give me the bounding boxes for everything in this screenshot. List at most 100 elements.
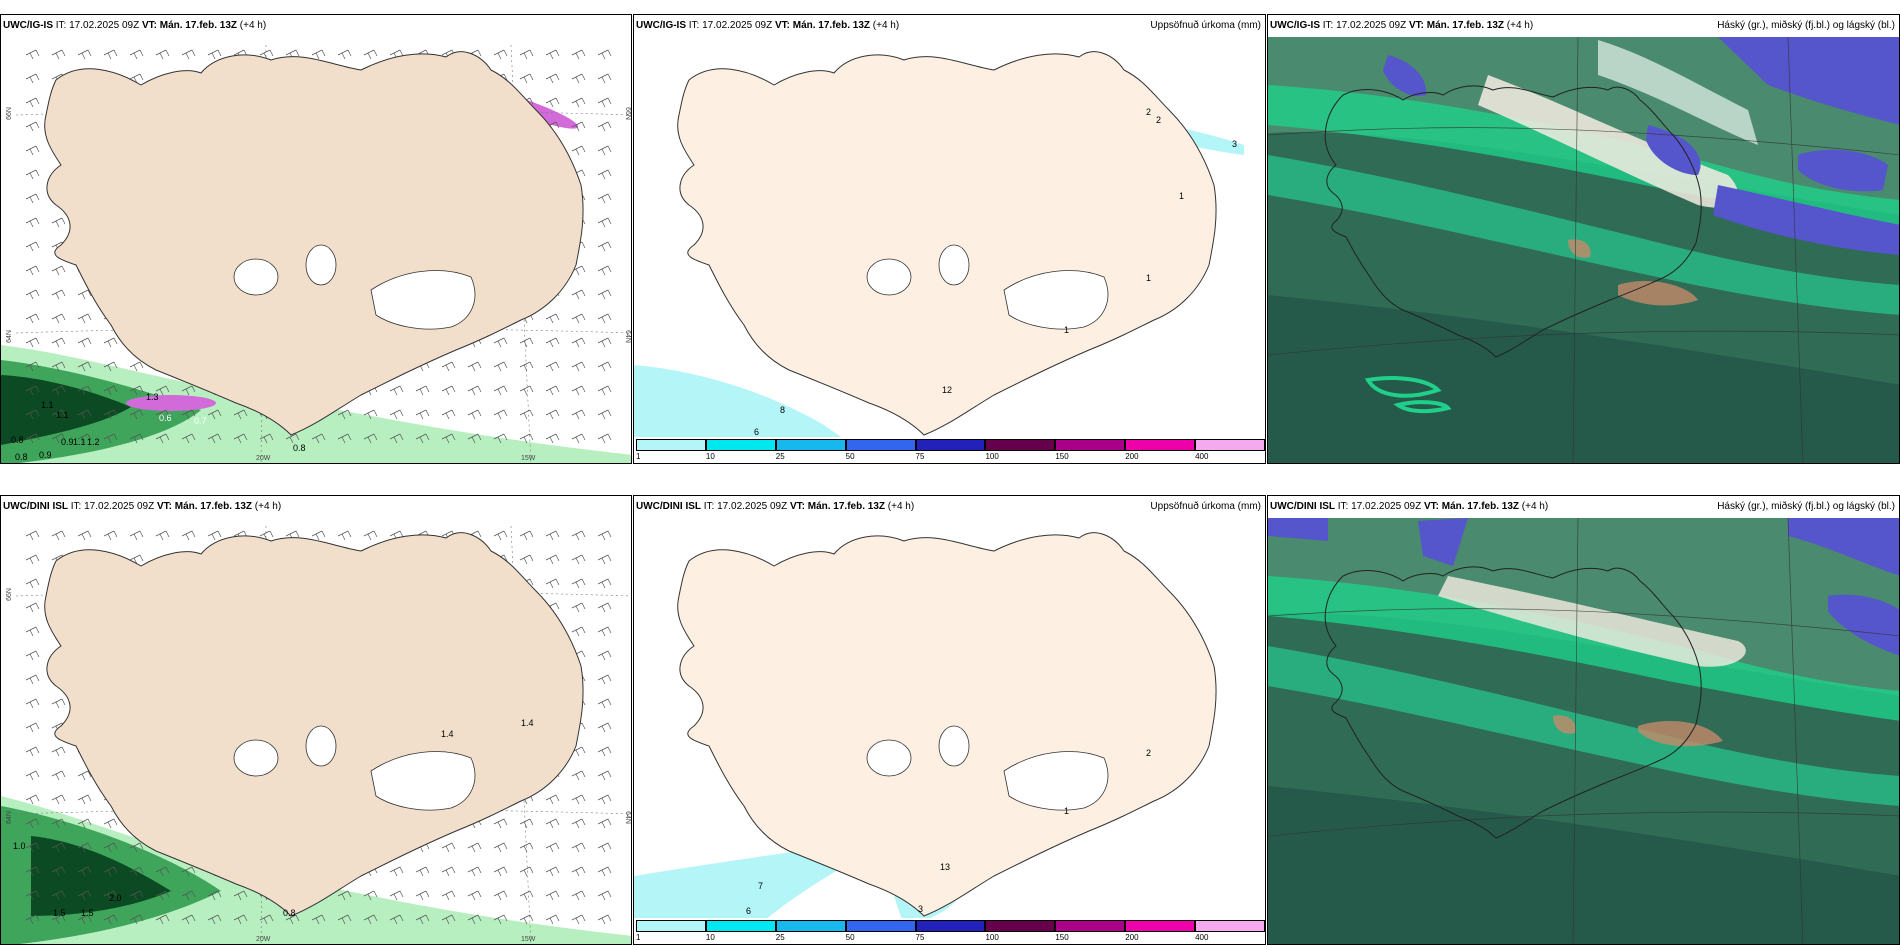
wind-barb: [51, 530, 66, 541]
wind-barb: [597, 433, 612, 444]
wind-barb: [545, 554, 560, 565]
wind-value-label: 1.0: [13, 841, 26, 851]
wind-barb: [51, 914, 66, 925]
wind-barb: [597, 914, 612, 925]
wind-barb: [155, 385, 170, 396]
wind-barb: [77, 890, 92, 901]
wind-barb: [155, 49, 170, 60]
wind-barb: [441, 385, 456, 396]
wind-barb: [597, 121, 612, 132]
wind-barb: [597, 698, 612, 709]
wind-map: [1, 44, 631, 463]
wind-barb: [77, 409, 92, 420]
wind-barb: [493, 433, 508, 444]
wind-barb: [103, 361, 118, 372]
wind-barb: [597, 265, 612, 276]
colorbar-tick: 50: [845, 452, 855, 461]
wind-barb: [441, 409, 456, 420]
wind-barb: [181, 914, 196, 925]
colorbar-swatch: [1195, 920, 1265, 932]
colorbar-tick: 25: [775, 933, 785, 942]
wind-barb: [545, 578, 560, 589]
model-name: UWC/DINI ISL: [3, 501, 68, 512]
colorbar-swatch: [1195, 439, 1265, 451]
wind-barb: [493, 890, 508, 901]
wind-barb: [103, 842, 118, 853]
wind-barb: [25, 145, 40, 156]
wind-barb: [103, 409, 118, 420]
wind-value-label: 1.1: [56, 410, 69, 420]
wind-value-label: 1.5: [53, 908, 66, 918]
wind-barb: [103, 530, 118, 541]
wind-barb: [25, 361, 40, 372]
wind-barb: [25, 626, 40, 637]
wind-barb: [597, 313, 612, 324]
lon-label: 15W: [521, 455, 536, 462]
colorbar-swatch: [985, 920, 1056, 932]
wind-barb: [129, 530, 144, 541]
wind-barb: [207, 530, 222, 541]
colorbar-swatch: [845, 439, 916, 451]
wind-barb: [597, 650, 612, 661]
iceland-land: [677, 532, 1217, 917]
wind-barb: [129, 385, 144, 396]
iceland-outline: [1324, 85, 1702, 358]
vt-label: VT:: [774, 20, 790, 31]
wind-barb: [597, 337, 612, 348]
colorbar-swatch: [985, 439, 1056, 451]
iceland-outline: [1324, 566, 1702, 839]
wind-value-label: 1.2: [87, 437, 100, 447]
wind-value-label: 1.4: [521, 718, 534, 728]
wind-barb: [103, 49, 118, 60]
init-time: 17.02.2025 09Z: [702, 20, 773, 31]
wind-barb: [571, 866, 586, 877]
colorbar-tick: 100: [985, 452, 999, 461]
wind-barb: [25, 121, 40, 132]
precip-value-label: 2: [1146, 748, 1152, 758]
model-name: UWC/IG-IS: [636, 20, 686, 31]
wind-barb: [597, 794, 612, 805]
wind-barb: [415, 385, 430, 396]
precip-area: [634, 846, 864, 921]
precip-value-label: 6: [746, 906, 752, 916]
vt-label: VT:: [1408, 20, 1424, 31]
colorbar-swatch: [1055, 920, 1126, 932]
gust-area: [126, 395, 216, 411]
wind-barb: [155, 866, 170, 877]
valid-time: Mán. 17.feb. 13Z: [792, 20, 870, 31]
wind-barb: [571, 313, 586, 324]
wind-barb: [311, 49, 326, 60]
wind-barb: [25, 97, 40, 108]
wind-value-label: 0.8: [11, 435, 24, 445]
wind-barb: [545, 361, 560, 372]
wind-barb: [51, 746, 66, 757]
colorbar-tick: 75: [915, 933, 925, 942]
panel-dini-wind: UWC/DINI ISL IT: 17.02.2025 09Z VT: Mán.…: [0, 495, 632, 945]
wind-barb: [25, 770, 40, 781]
wind-barb: [51, 385, 66, 396]
wind-barb: [467, 890, 482, 901]
wind-barb: [493, 530, 508, 541]
wind-barb: [337, 49, 352, 60]
wind-barb: [571, 794, 586, 805]
wind-barb: [545, 530, 560, 541]
wind-barb: [207, 914, 222, 925]
wind-barb: [25, 337, 40, 348]
wind-barb: [545, 818, 560, 829]
wind-barb: [337, 409, 352, 420]
init-time: 17.02.2025 09Z: [1336, 20, 1407, 31]
wind-barb: [597, 842, 612, 853]
wind-barb: [571, 890, 586, 901]
wind-barb: [571, 914, 586, 925]
colorbar-swatch: [915, 920, 986, 932]
colorbar-swatch: [1125, 439, 1196, 451]
wind-barb: [103, 337, 118, 348]
wind-barb: [545, 409, 560, 420]
wind-barb: [25, 193, 40, 204]
wind-barb: [77, 770, 92, 781]
colorbar-swatch: [705, 920, 776, 932]
lead-time: (+4 h): [239, 20, 267, 31]
wind-barb: [25, 385, 40, 396]
wind-barb: [25, 169, 40, 180]
wind-barb: [363, 914, 378, 925]
